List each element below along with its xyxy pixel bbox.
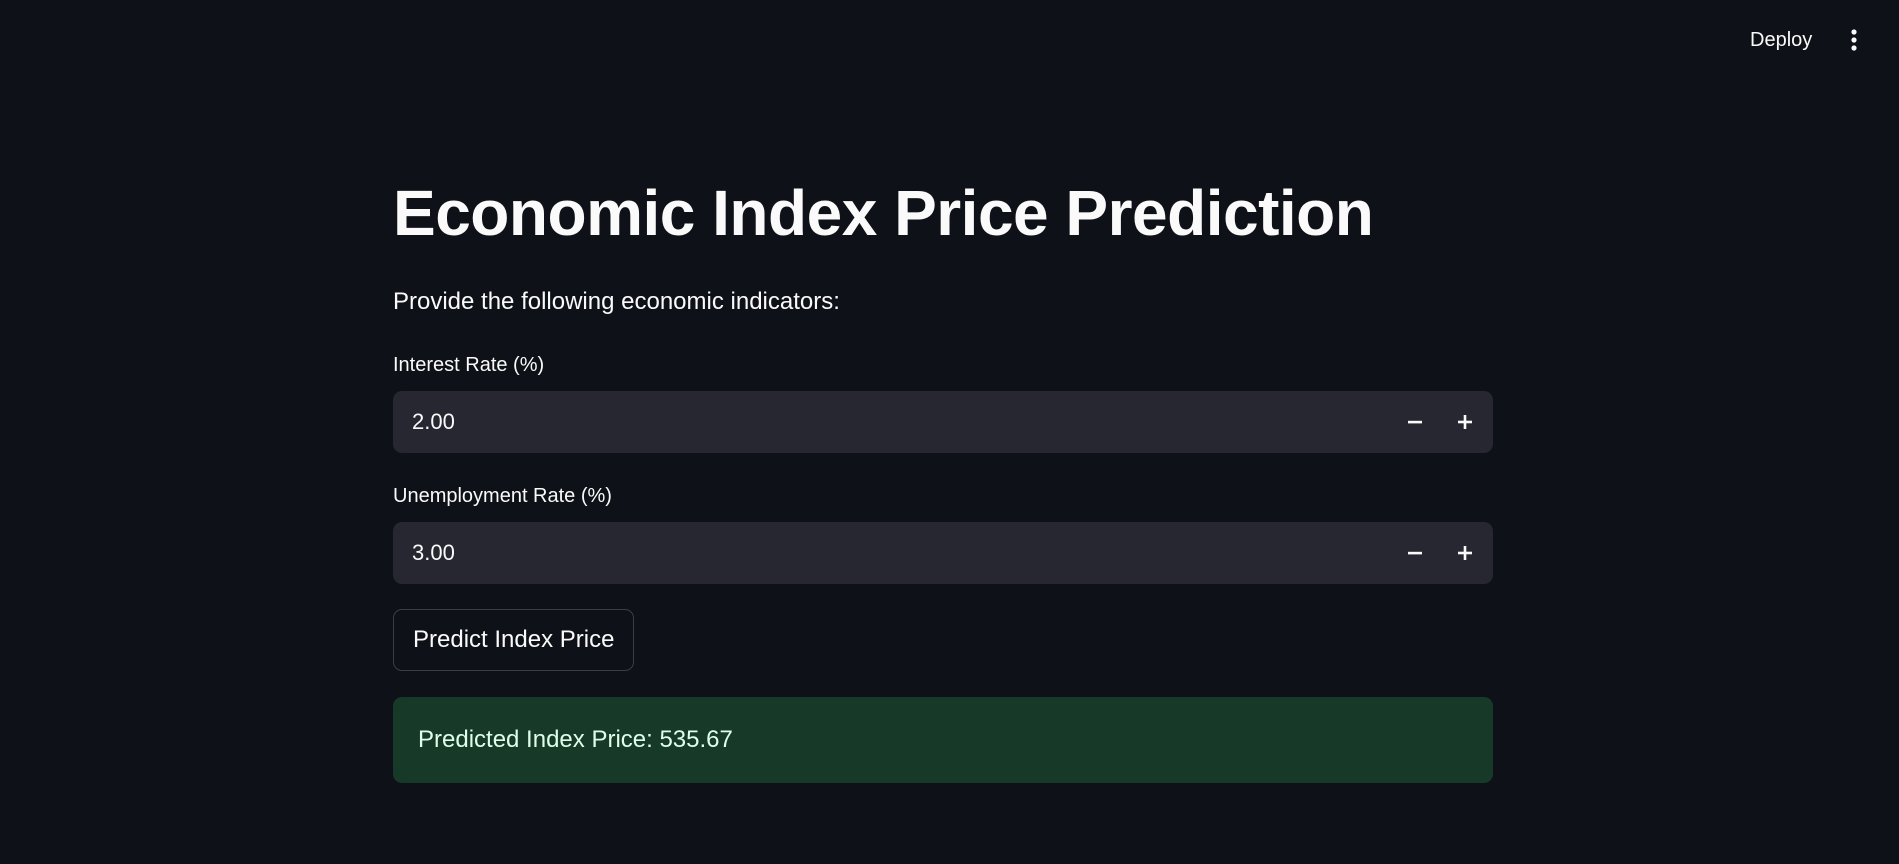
unemployment-rate-input[interactable] [393, 521, 1390, 585]
unemployment-rate-label: Unemployment Rate (%) [393, 485, 612, 507]
page-subtitle: Provide the following economic indicator… [393, 288, 840, 315]
unemployment-rate-field [393, 521, 1493, 585]
interest-rate-increment-button[interactable] [1440, 391, 1490, 453]
plus-icon [1458, 546, 1472, 560]
minus-icon [1408, 551, 1422, 555]
interest-rate-label: Interest Rate (%) [393, 354, 545, 376]
prediction-result-alert: Predicted Index Price: 535.67 [393, 697, 1493, 783]
app-header: Deploy [0, 0, 1899, 78]
plus-icon [1458, 415, 1472, 429]
deploy-button[interactable]: Deploy [1740, 23, 1822, 57]
kebab-menu-icon [1851, 29, 1857, 51]
minus-icon [1408, 420, 1422, 424]
unemployment-rate-decrement-button[interactable] [1390, 522, 1440, 584]
unemployment-rate-increment-button[interactable] [1440, 522, 1490, 584]
predict-index-price-button[interactable]: Predict Index Price [393, 609, 635, 671]
interest-rate-field [393, 390, 1493, 454]
interest-rate-input[interactable] [393, 390, 1390, 454]
main-menu-button[interactable] [1838, 22, 1870, 58]
interest-rate-decrement-button[interactable] [1390, 391, 1440, 453]
prediction-result-text: Predicted Index Price: 535.67 [418, 726, 733, 753]
page-title: Economic Index Price Prediction [393, 177, 1374, 249]
